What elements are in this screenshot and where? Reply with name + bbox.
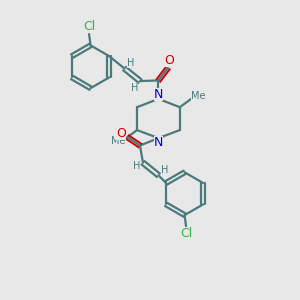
Text: H: H [128, 58, 135, 68]
Text: N: N [154, 88, 163, 100]
Text: O: O [116, 127, 126, 140]
Text: N: N [154, 136, 163, 149]
Text: H: H [133, 161, 140, 171]
Text: Me: Me [191, 91, 206, 101]
Text: H: H [131, 82, 138, 93]
Text: O: O [164, 54, 174, 67]
Text: H: H [161, 165, 169, 175]
Text: Cl: Cl [180, 227, 192, 240]
Text: Cl: Cl [83, 20, 95, 34]
Text: Me: Me [111, 136, 126, 146]
